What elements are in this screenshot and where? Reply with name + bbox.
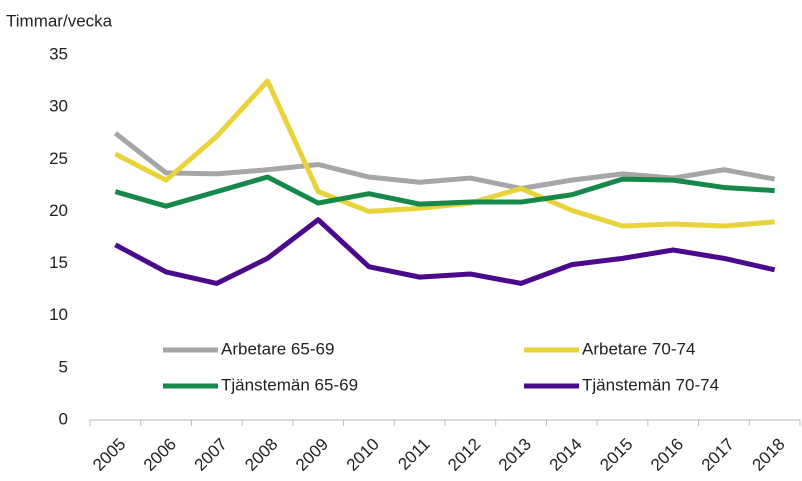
legend-label: Arbetare 65-69: [221, 339, 334, 358]
x-tick-label: 2009: [292, 435, 332, 475]
x-tick-label: 2016: [647, 435, 687, 475]
x-tick-label: 2006: [140, 435, 180, 475]
series-line: [113, 131, 776, 191]
y-axis-label: Timmar/vecka: [6, 11, 113, 30]
y-tick-label: 15: [49, 253, 68, 272]
series-line: [114, 217, 776, 286]
x-tick-label: 2010: [343, 435, 383, 475]
y-tick-label: 0: [59, 409, 68, 428]
y-tick-label: 35: [49, 44, 68, 63]
x-tick-label: 2007: [191, 435, 231, 475]
x-tick-label: 2017: [698, 435, 738, 475]
y-tick-label: 5: [59, 357, 68, 376]
y-tick-label: 10: [49, 305, 68, 324]
legend-label: Arbetare 70-74: [582, 339, 695, 358]
y-tick-label: 30: [49, 97, 68, 116]
x-tick-label: 2008: [241, 435, 281, 475]
x-tick-label: 2018: [748, 435, 788, 475]
x-tick-label: 2011: [394, 435, 433, 474]
series-line: [114, 174, 775, 209]
x-tick-label: 2012: [444, 435, 484, 475]
x-tick-label: 2015: [596, 435, 636, 475]
legend-label: Tjänstemän 65-69: [221, 375, 358, 394]
y-tick-label: 20: [49, 201, 68, 220]
series-line: [114, 78, 775, 229]
x-tick-label: 2013: [495, 435, 535, 475]
x-tick-label: 2014: [546, 435, 586, 475]
y-tick-label: 25: [49, 149, 68, 168]
x-tick-label: 2005: [89, 435, 129, 475]
legend-label: Tjänstemän 70-74: [582, 375, 719, 394]
